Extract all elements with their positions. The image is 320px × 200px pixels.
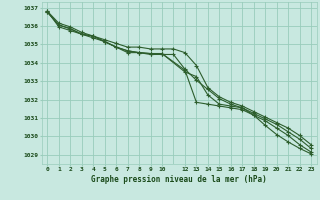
X-axis label: Graphe pression niveau de la mer (hPa): Graphe pression niveau de la mer (hPa): [91, 175, 267, 184]
